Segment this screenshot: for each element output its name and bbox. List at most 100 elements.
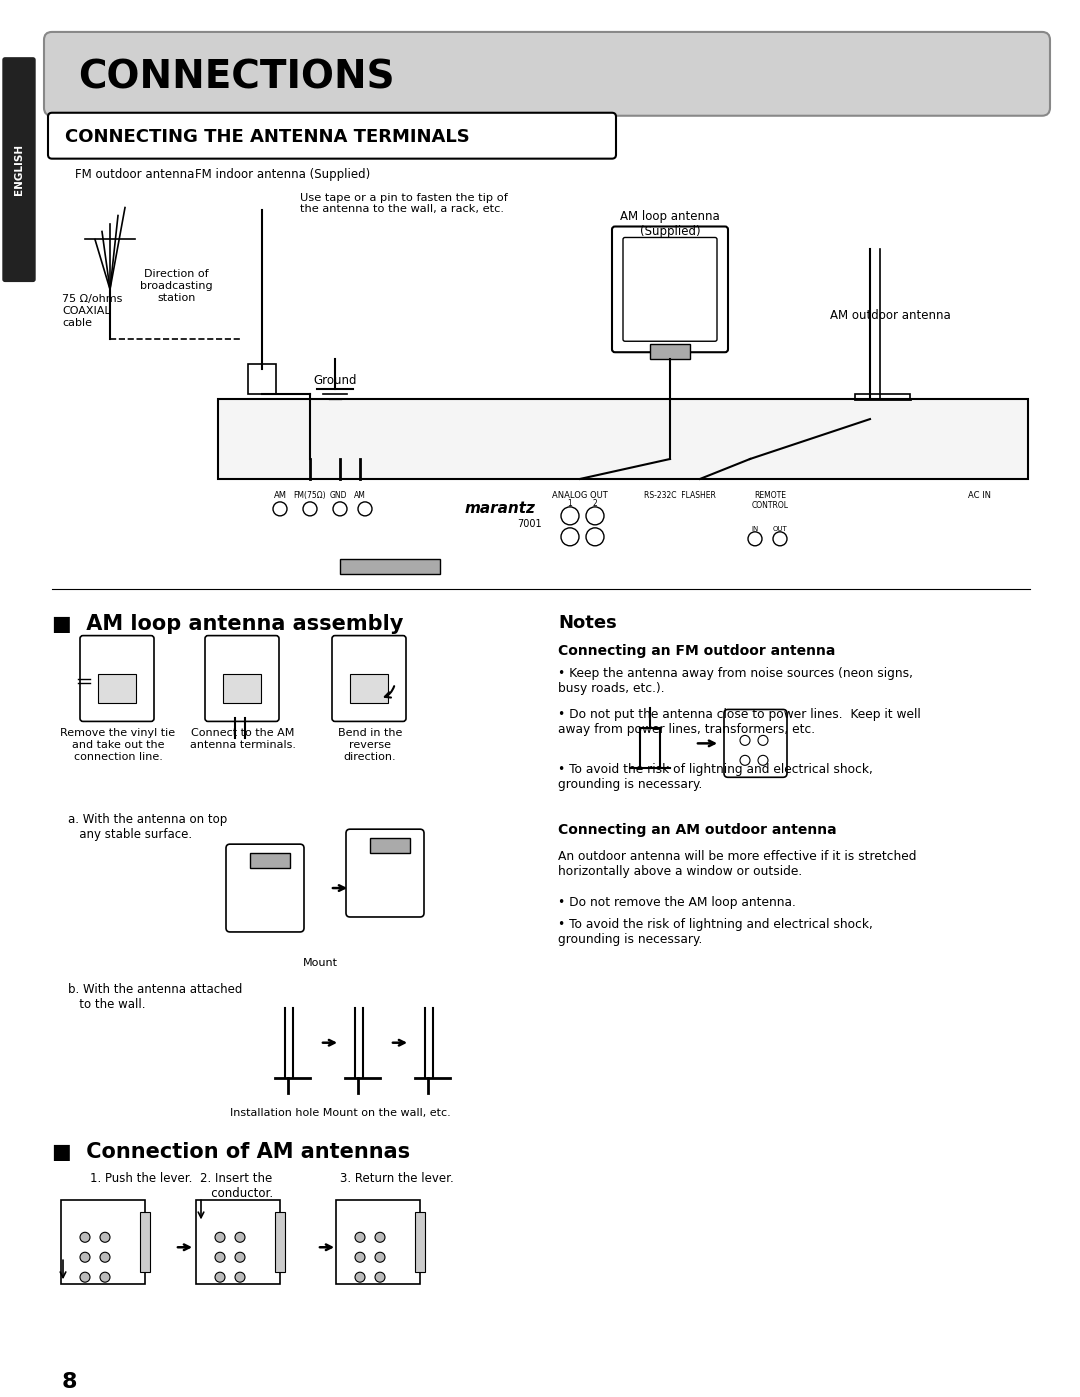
Circle shape xyxy=(100,1252,110,1263)
FancyBboxPatch shape xyxy=(44,32,1050,116)
Circle shape xyxy=(561,528,579,546)
Text: RS-232C  FLASHER: RS-232C FLASHER xyxy=(644,490,716,500)
FancyBboxPatch shape xyxy=(724,710,787,777)
FancyBboxPatch shape xyxy=(336,1200,420,1284)
Circle shape xyxy=(357,502,372,515)
FancyBboxPatch shape xyxy=(60,1200,145,1284)
Text: Notes: Notes xyxy=(558,613,617,631)
Text: ANALOG OUT: ANALOG OUT xyxy=(552,490,608,500)
Text: Bend in the
reverse
direction.: Bend in the reverse direction. xyxy=(338,728,402,761)
FancyBboxPatch shape xyxy=(623,237,717,341)
Text: • Do not put the antenna close to power lines.  Keep it well
away from power lin: • Do not put the antenna close to power … xyxy=(558,708,921,736)
Bar xyxy=(855,394,910,419)
Circle shape xyxy=(773,532,787,546)
Text: 8: 8 xyxy=(62,1372,78,1391)
Circle shape xyxy=(758,735,768,746)
Text: OUT: OUT xyxy=(772,525,787,532)
Circle shape xyxy=(355,1232,365,1242)
Bar xyxy=(249,854,291,868)
Circle shape xyxy=(215,1273,225,1282)
Text: FM outdoor antenna: FM outdoor antenna xyxy=(75,168,194,180)
Bar xyxy=(415,1213,426,1273)
FancyBboxPatch shape xyxy=(332,636,406,721)
Circle shape xyxy=(215,1252,225,1263)
Bar xyxy=(248,365,276,394)
Text: • To avoid the risk of lightning and electrical shock,
grounding is necessary.: • To avoid the risk of lightning and ele… xyxy=(558,763,873,791)
Text: Direction of
broadcasting
station: Direction of broadcasting station xyxy=(140,270,213,303)
FancyBboxPatch shape xyxy=(205,636,279,721)
Circle shape xyxy=(100,1232,110,1242)
Bar xyxy=(218,400,1028,479)
Text: • To avoid the risk of lightning and electrical shock,
grounding is necessary.: • To avoid the risk of lightning and ele… xyxy=(558,918,873,946)
Circle shape xyxy=(740,756,750,766)
FancyBboxPatch shape xyxy=(346,830,424,916)
Bar xyxy=(140,1213,150,1273)
Bar xyxy=(275,1213,285,1273)
Circle shape xyxy=(235,1252,245,1263)
Text: 7001: 7001 xyxy=(517,518,542,529)
Circle shape xyxy=(355,1273,365,1282)
Circle shape xyxy=(355,1252,365,1263)
Bar xyxy=(340,559,440,574)
FancyBboxPatch shape xyxy=(226,844,303,932)
FancyBboxPatch shape xyxy=(80,636,154,721)
Text: a. With the antenna on top
   any stable surface.: a. With the antenna on top any stable su… xyxy=(68,813,227,841)
FancyBboxPatch shape xyxy=(48,113,616,159)
Text: Remove the vinyl tie
and take out the
connection line.: Remove the vinyl tie and take out the co… xyxy=(60,728,176,761)
Circle shape xyxy=(235,1232,245,1242)
Circle shape xyxy=(80,1252,90,1263)
Text: AC IN: AC IN xyxy=(969,490,991,500)
Text: 75 Ω/ohms
COAXIAL
cable: 75 Ω/ohms COAXIAL cable xyxy=(62,295,122,327)
Text: • Do not remove the AM loop antenna.: • Do not remove the AM loop antenna. xyxy=(558,895,796,909)
Text: Connect to the AM
antenna terminals.: Connect to the AM antenna terminals. xyxy=(190,728,296,750)
Text: AM: AM xyxy=(273,490,286,500)
Text: b. With the antenna attached
   to the wall.: b. With the antenna attached to the wall… xyxy=(68,983,242,1011)
Text: 1: 1 xyxy=(568,499,572,509)
Circle shape xyxy=(303,502,318,515)
Circle shape xyxy=(375,1273,384,1282)
Text: FM(75Ω): FM(75Ω) xyxy=(294,490,326,500)
Bar xyxy=(370,838,410,854)
Text: FM indoor antenna (Supplied): FM indoor antenna (Supplied) xyxy=(195,168,370,180)
Text: ■  AM loop antenna assembly: ■ AM loop antenna assembly xyxy=(52,613,403,634)
Text: Installation hole Mount on the wall, etc.: Installation hole Mount on the wall, etc… xyxy=(230,1108,450,1118)
Text: Use tape or a pin to fasten the tip of
the antenna to the wall, a rack, etc.: Use tape or a pin to fasten the tip of t… xyxy=(300,193,508,214)
Text: 2. Insert the
   conductor.: 2. Insert the conductor. xyxy=(200,1172,273,1200)
Circle shape xyxy=(586,507,604,525)
Text: AM: AM xyxy=(354,490,366,500)
FancyBboxPatch shape xyxy=(195,1200,280,1284)
Bar xyxy=(350,673,388,704)
Text: Ground: Ground xyxy=(313,374,356,387)
Text: Mount: Mount xyxy=(302,958,337,968)
Text: Connecting an AM outdoor antenna: Connecting an AM outdoor antenna xyxy=(558,823,837,837)
Text: • Keep the antenna away from noise sources (neon signs,
busy roads, etc.).: • Keep the antenna away from noise sourc… xyxy=(558,666,913,694)
Circle shape xyxy=(586,528,604,546)
Text: 2: 2 xyxy=(593,499,597,509)
Text: ENGLISH: ENGLISH xyxy=(14,144,24,196)
Text: REMOTE
CONTROL: REMOTE CONTROL xyxy=(752,490,788,510)
Circle shape xyxy=(740,735,750,746)
FancyBboxPatch shape xyxy=(612,226,728,352)
Text: AM outdoor antenna: AM outdoor antenna xyxy=(831,309,950,323)
Text: CONNECTING THE ANTENNA TERMINALS: CONNECTING THE ANTENNA TERMINALS xyxy=(65,127,470,145)
FancyBboxPatch shape xyxy=(3,57,35,281)
Circle shape xyxy=(375,1252,384,1263)
Circle shape xyxy=(561,507,579,525)
Text: GND: GND xyxy=(329,490,347,500)
Circle shape xyxy=(80,1232,90,1242)
Text: 3. Return the lever.: 3. Return the lever. xyxy=(340,1172,454,1186)
Bar xyxy=(98,673,136,704)
Circle shape xyxy=(748,532,762,546)
Bar xyxy=(222,673,261,704)
Circle shape xyxy=(235,1273,245,1282)
Bar xyxy=(650,344,690,359)
Circle shape xyxy=(758,756,768,766)
Text: ■  Connection of AM antennas: ■ Connection of AM antennas xyxy=(52,1143,410,1162)
Text: CONNECTIONS: CONNECTIONS xyxy=(78,59,394,96)
Text: marantz: marantz xyxy=(464,502,536,517)
Circle shape xyxy=(333,502,347,515)
Text: An outdoor antenna will be more effective if it is stretched
horizontally above : An outdoor antenna will be more effectiv… xyxy=(558,851,917,879)
Text: IN: IN xyxy=(752,525,758,532)
Circle shape xyxy=(80,1273,90,1282)
Circle shape xyxy=(215,1232,225,1242)
